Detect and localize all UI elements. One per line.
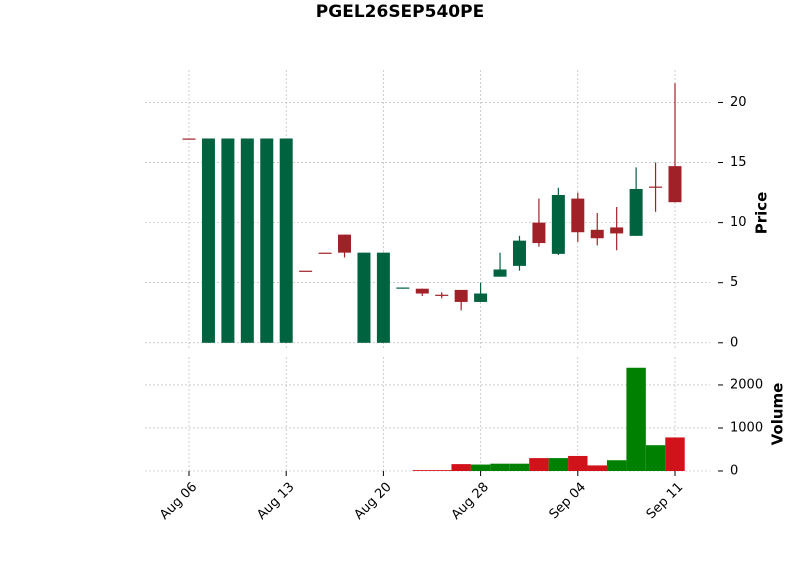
volume-tick-label: 0 xyxy=(730,464,738,479)
y-tick-label: 5 xyxy=(730,275,738,290)
candle-body xyxy=(493,269,507,277)
x-tick-label: Aug 28 xyxy=(449,480,492,523)
y-tick-label: 10 xyxy=(730,215,747,230)
volume-tick-label: 2000 xyxy=(730,377,763,392)
candle-body xyxy=(435,294,449,296)
candle-body xyxy=(396,287,410,289)
volume-bar xyxy=(432,470,452,471)
volume-bar xyxy=(412,470,432,471)
volume-bar xyxy=(548,458,569,471)
volume-bar xyxy=(626,367,646,471)
y-axis-label: Price xyxy=(753,192,771,235)
volume-bar xyxy=(587,465,607,471)
volume-bar xyxy=(470,464,491,471)
candle-body xyxy=(571,198,585,233)
candle-body xyxy=(376,252,390,343)
candle-body xyxy=(338,234,352,253)
candle-body xyxy=(474,293,488,302)
volume-bar xyxy=(490,463,510,471)
x-tick-label: Aug 06 xyxy=(157,480,200,523)
candle-body xyxy=(610,227,624,234)
candle-body xyxy=(649,186,663,188)
volume-bar xyxy=(568,455,588,471)
candle-body xyxy=(629,188,643,236)
candle-body xyxy=(532,222,546,244)
volume-bar xyxy=(645,445,666,471)
candle-body xyxy=(357,252,371,343)
x-tick-label: Aug 20 xyxy=(352,480,395,523)
volume-bar xyxy=(529,458,549,471)
candle-body xyxy=(299,270,313,272)
candle-body xyxy=(182,138,196,140)
candle-body xyxy=(221,138,235,343)
y-tick-label: 20 xyxy=(730,95,747,110)
candle-body xyxy=(260,138,274,343)
candle-body xyxy=(668,166,682,203)
candle-body xyxy=(512,240,526,266)
volume-bar xyxy=(451,464,471,471)
y-tick-label: 0 xyxy=(730,335,738,350)
candle-body xyxy=(279,138,293,343)
candle-body xyxy=(240,138,254,343)
volume-tick-label: 1000 xyxy=(730,420,763,435)
candle-body xyxy=(590,229,604,239)
candle-body xyxy=(551,194,565,254)
volume-bar xyxy=(509,463,530,471)
x-tick-label: Sep 11 xyxy=(644,480,687,523)
volume-bar xyxy=(606,460,627,471)
volume-axis-label: Volume xyxy=(769,383,787,446)
candle-body xyxy=(415,288,429,294)
volume-bar xyxy=(665,437,685,471)
chart-title: PGEL26SEP540PE xyxy=(316,2,484,22)
candle-body xyxy=(201,138,215,343)
x-tick-label: Aug 13 xyxy=(254,480,297,523)
x-tick-label: Sep 04 xyxy=(547,480,590,523)
candle-body xyxy=(318,252,332,254)
candle-body xyxy=(454,289,468,302)
y-tick-label: 15 xyxy=(730,155,747,170)
